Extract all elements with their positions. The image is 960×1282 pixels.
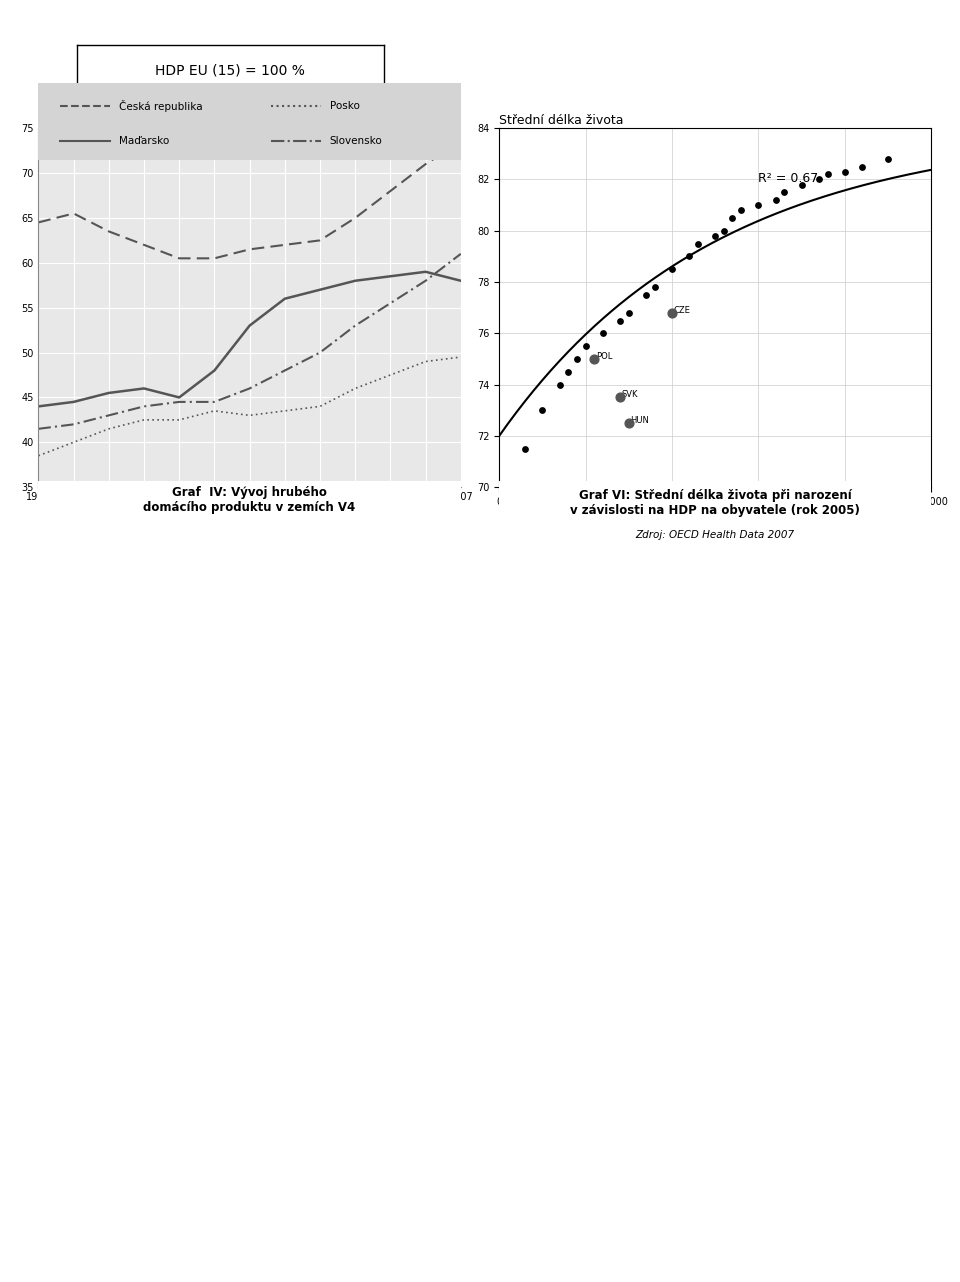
Point [880, 149, 896, 169]
Point [587, 349, 602, 369]
Point [569, 349, 585, 369]
Point [716, 221, 732, 241]
Point [535, 400, 550, 420]
Point [647, 277, 662, 297]
Text: CZE: CZE [674, 306, 690, 315]
Point [794, 174, 809, 195]
Point [854, 156, 870, 177]
Text: Maďarsko: Maďarsko [119, 136, 169, 146]
Point [811, 169, 827, 190]
Point [708, 226, 723, 246]
Point [578, 336, 593, 356]
Point [725, 208, 740, 228]
Point [612, 387, 628, 408]
Point [751, 195, 766, 215]
Point [561, 362, 576, 382]
Point [517, 438, 533, 459]
Text: Posko: Posko [330, 101, 360, 112]
Text: Zdroj: OECD Health Data 2007: Zdroj: OECD Health Data 2007 [636, 531, 795, 540]
Point [690, 233, 706, 254]
Text: Graf VI: Střední délka života při narození
v závislosti na HDP na obyvatele (rok: Graf VI: Střední délka života při naroze… [570, 490, 860, 517]
Point [820, 164, 835, 185]
Point [837, 162, 852, 182]
Text: Graf  IV: Vývoj hrubého
domácího produktu v zemích V4: Graf IV: Vývoj hrubého domácího produktu… [143, 486, 356, 514]
Point [682, 246, 697, 267]
Text: Střední délka života: Střední délka života [499, 114, 624, 127]
X-axis label: HDP/obyvatele (US dolary): HDP/obyvatele (US dolary) [641, 513, 789, 523]
Point [638, 285, 654, 305]
Point [552, 374, 567, 395]
Point [621, 413, 636, 433]
Point [664, 259, 680, 279]
Point [621, 303, 636, 323]
Point [768, 190, 783, 210]
Text: POL: POL [596, 353, 612, 362]
Text: SVK: SVK [622, 391, 638, 400]
Point [612, 310, 628, 331]
Text: R² = 0.67: R² = 0.67 [758, 172, 819, 185]
Text: Česká republika: Česká republika [119, 100, 203, 113]
Point [595, 323, 611, 344]
Point [664, 303, 680, 323]
Text: HDP EU (15) = 100 %: HDP EU (15) = 100 % [156, 64, 305, 77]
Text: Slovensko: Slovensko [330, 136, 383, 146]
Text: HUN: HUN [631, 417, 649, 426]
Point [733, 200, 749, 221]
Point [777, 182, 792, 203]
